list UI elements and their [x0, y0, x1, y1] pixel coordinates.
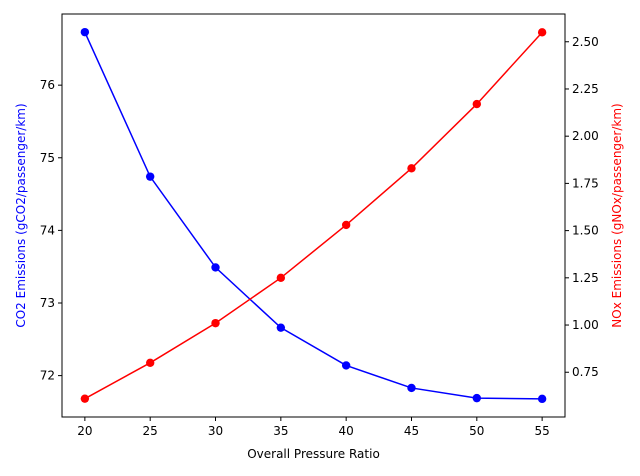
left-series-point: [145, 172, 155, 181]
right-series: [80, 28, 547, 403]
right-series-point: [80, 394, 90, 403]
left-series-point: [211, 263, 220, 272]
left-series-point: [407, 383, 416, 393]
left-series-point: [276, 323, 286, 332]
x-tick-label: 30: [208, 424, 223, 438]
x-tick-label: 20: [77, 424, 92, 438]
x-tick-label: 50: [469, 424, 484, 438]
right-y-tick-label: 2.25: [572, 82, 599, 96]
x-tick-label: 55: [534, 424, 549, 438]
left-series: [80, 27, 547, 404]
right-y-tick-label: 2.50: [572, 35, 599, 49]
plot-frame: [61, 13, 566, 418]
left-y-tick-label: 74: [40, 223, 55, 237]
left-y-tick-label: 72: [40, 369, 55, 383]
right-y-axis-title: NOx Emissions (gNOx/passenger/km): [610, 103, 624, 327]
right-series-point: [341, 220, 351, 230]
right-y-tick-label: 1.00: [572, 318, 599, 332]
left-series-point: [80, 27, 90, 37]
right-y-tick-label: 1.75: [572, 176, 599, 190]
left-y-tick-label: 73: [40, 296, 55, 310]
right-y-tick-label: 1.25: [572, 271, 599, 285]
left-y-axis: 72 73 74 75 76: [40, 78, 62, 383]
x-tick-label: 35: [273, 424, 288, 438]
right-series-point: [145, 358, 155, 368]
right-series-point: [407, 164, 416, 173]
right-y-tick-label: 1.50: [572, 224, 599, 238]
x-tick-label: 45: [404, 424, 419, 438]
right-series-line: [84, 31, 543, 400]
left-y-axis-title: CO2 Emissions (gCO2/passenger/km): [14, 103, 28, 327]
x-axis-title: Overall Pressure Ratio: [247, 447, 380, 461]
right-y-tick-label: 0.75: [572, 365, 599, 379]
left-y-tick-label: 75: [40, 151, 55, 165]
left-series-point: [341, 361, 351, 370]
right-y-tick-label: 2.00: [572, 129, 599, 143]
right-series-point: [537, 28, 547, 37]
left-series-point: [472, 393, 482, 403]
x-tick-label: 25: [143, 424, 158, 438]
right-series-point: [276, 273, 286, 283]
left-series-point: [537, 394, 547, 404]
right-series-point: [211, 318, 220, 328]
left-series-line: [84, 31, 543, 400]
x-axis: 20 25 30 35 40 45 50 55: [77, 417, 550, 438]
left-y-tick-label: 76: [40, 78, 55, 92]
x-tick-label: 40: [339, 424, 354, 438]
right-series-point: [472, 99, 482, 109]
right-y-axis: 0.75 1.00 1.25 1.50 1.75 2.00 2.25 2.50: [565, 35, 599, 379]
series-layer: [80, 27, 547, 404]
